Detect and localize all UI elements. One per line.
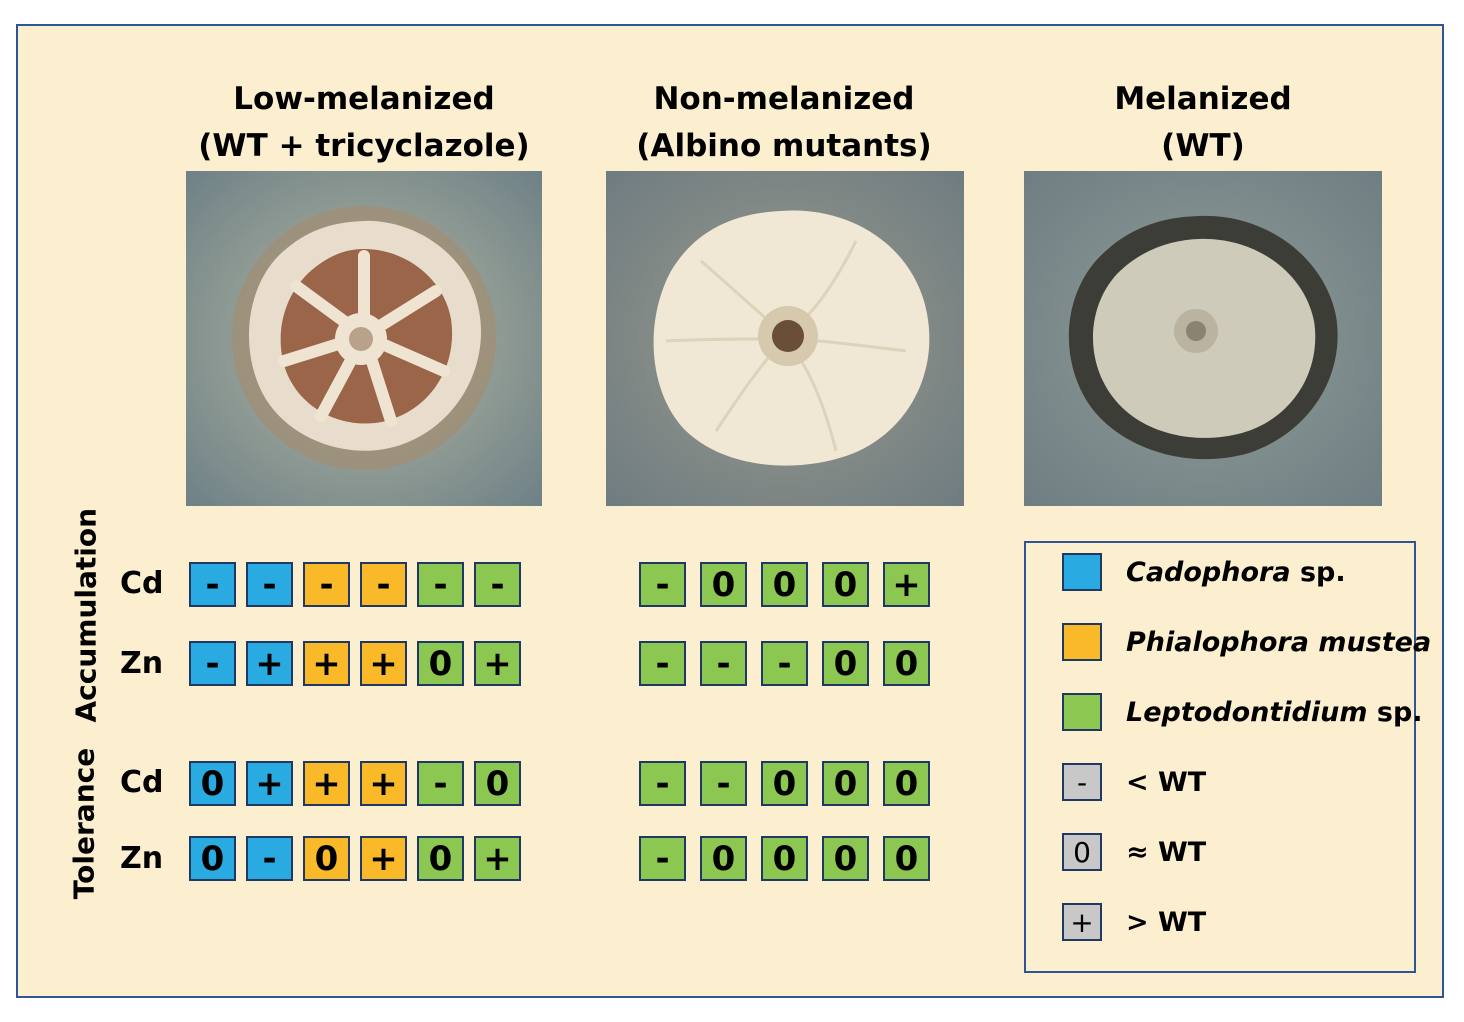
legend-item-greater-than-wt: + > WT — [1062, 903, 1206, 941]
result-cell: - — [417, 562, 464, 607]
legend-item-less-than-wt: - < WT — [1062, 763, 1206, 801]
result-cell: 0 — [822, 836, 869, 881]
result-cell: 0 — [761, 761, 808, 806]
group-label-accumulation: Accumulation — [69, 507, 103, 723]
result-cell: + — [360, 641, 407, 686]
result-cell: - — [761, 641, 808, 686]
result-cell: 0 — [883, 836, 930, 881]
row-label-tolerance-cd: Cd — [120, 765, 164, 800]
result-cell: + — [883, 562, 930, 607]
result-cell: + — [246, 761, 293, 806]
column-title-low-melanized: Low-melanized (WT + tricyclazole) — [198, 81, 530, 164]
result-cell: 0 — [189, 836, 236, 881]
legend: Cadophora sp. Phialophora mustea Leptodo… — [1024, 541, 1431, 973]
legend-item-leptodontidium: Leptodontidium sp. — [1062, 693, 1423, 731]
row-label-accumulation-zn: Zn — [120, 646, 164, 681]
result-cell: 0 — [474, 761, 521, 806]
result-cell: - — [639, 562, 686, 607]
result-cell: 0 — [822, 562, 869, 607]
legend-swatch-minus: - — [1062, 763, 1102, 801]
result-cell: 0 — [700, 836, 747, 881]
legend-swatch-phialophora — [1062, 623, 1102, 661]
legend-swatch-zero: 0 — [1062, 833, 1102, 871]
cells-low-accumulation-zn: - + + +0 + — [189, 641, 521, 686]
result-cell: - — [417, 761, 464, 806]
column-title-non-melanized: Non-melanized (Albino mutants) — [636, 81, 932, 164]
cells-non-accumulation-cd: -0 0 0 + — [639, 562, 930, 607]
result-cell: - — [189, 562, 236, 607]
result-cell: + — [246, 641, 293, 686]
result-cell: - — [246, 562, 293, 607]
result-cell: + — [360, 761, 407, 806]
result-cell: + — [474, 641, 521, 686]
legend-item-phialophora: Phialophora mustea — [1062, 623, 1431, 661]
result-cell: 0 — [303, 836, 350, 881]
legend-item-approx-wt: 0 ≈ WT — [1062, 833, 1206, 871]
legend-swatch-leptodontidium — [1062, 693, 1102, 731]
legend-item-cadophora: Cadophora sp. — [1062, 553, 1346, 591]
legend-swatch-plus: + — [1062, 903, 1102, 941]
result-cell: - — [639, 761, 686, 806]
result-cell: 0 — [883, 641, 930, 686]
result-cell: 0 — [822, 641, 869, 686]
result-cell: - — [303, 562, 350, 607]
result-cell: 0 — [189, 761, 236, 806]
result-cell: - — [189, 641, 236, 686]
result-cell: 0 — [761, 562, 808, 607]
result-cell: 0 — [417, 641, 464, 686]
result-cell: 0 — [417, 836, 464, 881]
result-cell: 0 — [700, 562, 747, 607]
result-cell: - — [639, 641, 686, 686]
photo-melanized-colony — [1024, 171, 1382, 506]
row-label-accumulation-cd: Cd — [120, 566, 164, 601]
row-label-tolerance-zn: Zn — [120, 841, 164, 876]
cells-low-tolerance-zn: 0-0 +0 + — [189, 836, 521, 881]
result-cell: + — [303, 641, 350, 686]
result-cell: 0 — [822, 761, 869, 806]
result-cell: - — [639, 836, 686, 881]
result-cell: - — [360, 562, 407, 607]
result-cell: - — [474, 562, 521, 607]
cells-low-accumulation-cd: ------ — [189, 562, 521, 607]
result-cell: + — [474, 836, 521, 881]
result-cell: 0 — [883, 761, 930, 806]
column-title-melanized: Melanized (WT) — [1114, 81, 1292, 164]
result-cell: - — [700, 761, 747, 806]
result-cell: + — [360, 836, 407, 881]
photo-non-melanized-colony — [606, 171, 964, 506]
result-cell: 0 — [761, 836, 808, 881]
group-label-tolerance: Tolerance — [67, 747, 101, 900]
legend-swatch-cadophora — [1062, 553, 1102, 591]
result-cell: - — [700, 641, 747, 686]
cells-low-tolerance-cd: 0 + + + -0 — [189, 761, 521, 806]
result-cell: - — [246, 836, 293, 881]
photo-low-melanized-colony — [186, 171, 542, 506]
result-cell: + — [303, 761, 350, 806]
